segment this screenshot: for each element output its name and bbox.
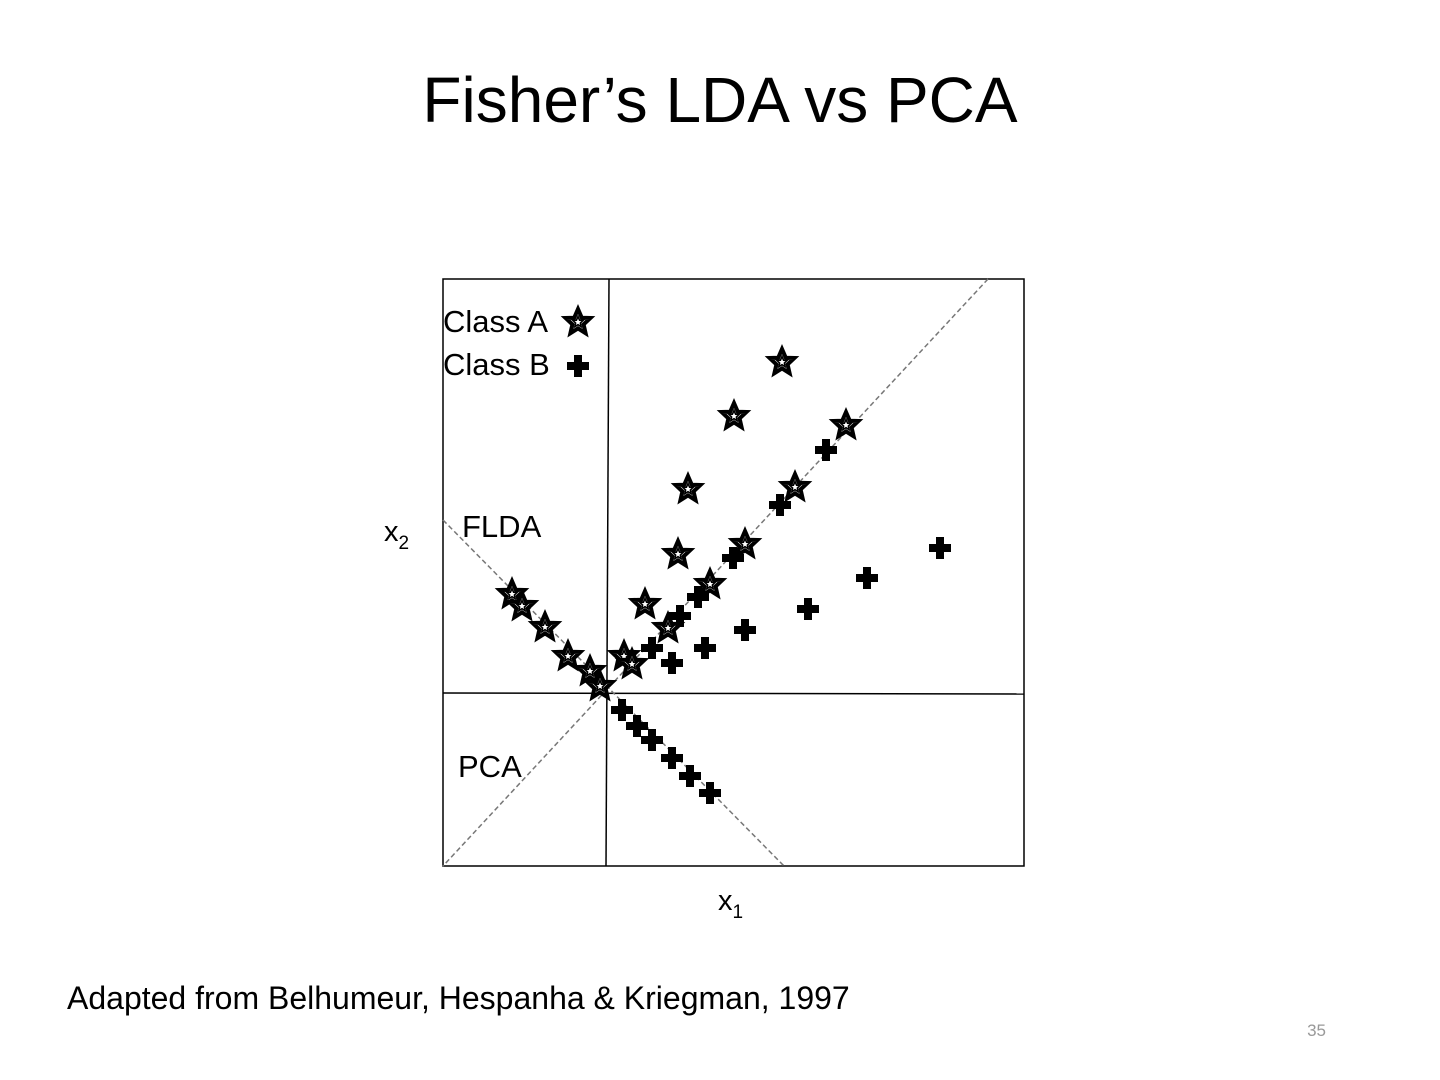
plus-point bbox=[856, 567, 878, 589]
plus-point bbox=[679, 765, 701, 787]
star-point bbox=[673, 474, 703, 503]
y-axis-label: x2 bbox=[384, 516, 409, 554]
legend-label: Class A bbox=[443, 304, 548, 339]
slide-title: Fisher’s LDA vs PCA bbox=[422, 64, 1017, 136]
legend-star bbox=[563, 307, 593, 336]
plus-point bbox=[699, 782, 721, 804]
pca-label: PCA bbox=[458, 749, 522, 784]
flda-label: FLDA bbox=[462, 509, 542, 544]
frame bbox=[442, 278, 1025, 867]
y-axis-label-subscript: 2 bbox=[399, 533, 410, 554]
legend-label: Class B bbox=[443, 347, 550, 382]
star-point bbox=[780, 472, 810, 501]
plus-point bbox=[641, 729, 663, 751]
plus-point bbox=[694, 637, 716, 659]
plus-point bbox=[815, 439, 837, 461]
vertical-axis bbox=[605, 278, 610, 867]
x-axis-label-subscript: 1 bbox=[733, 902, 744, 923]
star-point bbox=[719, 401, 749, 430]
plus-point bbox=[611, 699, 633, 721]
figure: Class A Class B FLDA PCA x2 x1 bbox=[384, 278, 1025, 923]
plus-point bbox=[626, 715, 648, 737]
class-b-points bbox=[611, 439, 951, 804]
horizontal-axis bbox=[442, 692, 1025, 695]
star-point bbox=[530, 612, 560, 641]
plus-point bbox=[661, 747, 683, 769]
plus-point bbox=[797, 598, 819, 620]
legend: Class A Class B bbox=[443, 304, 593, 382]
plus-point bbox=[661, 652, 683, 674]
page-number: 35 bbox=[1307, 1021, 1326, 1040]
star-point bbox=[553, 641, 583, 670]
x-axis-label-main: x bbox=[718, 885, 733, 917]
flda-direction bbox=[442, 519, 785, 867]
star-point bbox=[831, 410, 861, 439]
pca-direction bbox=[442, 278, 989, 867]
x-axis-label: x1 bbox=[718, 885, 743, 923]
legend-plus bbox=[567, 355, 589, 377]
y-axis-label-main: x bbox=[384, 516, 399, 548]
class-a-points bbox=[497, 347, 861, 700]
plus-point bbox=[929, 537, 951, 559]
star-point bbox=[663, 539, 693, 568]
star-point bbox=[630, 589, 660, 618]
citation: Adapted from Belhumeur, Hespanha & Krieg… bbox=[67, 980, 850, 1016]
star-point bbox=[767, 347, 797, 376]
plus-point bbox=[734, 619, 756, 641]
